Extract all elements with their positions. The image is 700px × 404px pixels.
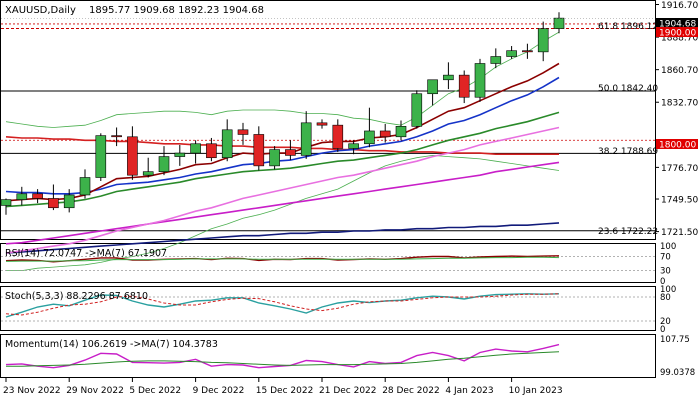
candle-body	[95, 135, 107, 178]
candle-body	[522, 50, 533, 53]
oscillator-axis-label: 100	[660, 285, 676, 295]
candle-body	[253, 134, 265, 167]
candle-body	[16, 193, 28, 200]
date-axis-label: 15 Dec 2022	[256, 386, 313, 396]
candle-body	[506, 50, 517, 57]
date-axis-label: 4 Jan 2023	[445, 386, 493, 396]
candle-body	[158, 156, 170, 172]
oscillator-axis-label: 20	[660, 317, 671, 327]
price-panel	[0, 12, 655, 272]
oscillator-series-line	[6, 351, 560, 367]
rsi-panel-frame	[0, 243, 656, 283]
ema-fast-line	[5, 62, 560, 202]
oscillator-axis-label: 107.75	[660, 335, 690, 345]
fib-382-label: 38.2 1788.69	[598, 147, 658, 157]
candle-body	[221, 129, 233, 159]
oscillator-axis-label: 80	[660, 293, 671, 303]
candle-body	[32, 193, 43, 199]
candle-body	[316, 122, 328, 126]
oscillator-axis-label: 0	[660, 277, 665, 287]
candle-body	[0, 199, 12, 206]
oscillator-series-line	[5, 293, 560, 318]
candle-body	[127, 136, 138, 176]
price-axis-label: 1776.70	[661, 164, 698, 174]
current-price-tag	[656, 18, 698, 28]
candle-body	[206, 143, 217, 159]
candle-body	[269, 149, 280, 167]
ma-navy-line	[5, 222, 560, 254]
oscillator-axis-label: 0	[660, 325, 665, 335]
fib-500-label: 50.0 1842.40	[598, 84, 658, 94]
ohlc-readout: 1895.77 1909.68 1892.23 1904.68	[89, 5, 264, 16]
date-axis-label: 29 Nov 2022	[66, 386, 124, 396]
candle-body	[174, 152, 186, 157]
price-panel-frame	[0, 0, 656, 240]
candle-body	[63, 194, 75, 209]
oscillator-series-line	[5, 256, 560, 262]
ma-pink-line	[5, 126, 560, 254]
round-1900-text: 1900.00	[659, 29, 696, 39]
oscillator-series-line	[5, 343, 560, 369]
oscillator-axis-label: 30	[660, 267, 671, 277]
candle-body	[474, 63, 486, 98]
date-axis-label: 10 Jan 2023	[509, 386, 563, 396]
oscillator-axis-label: 100	[660, 242, 676, 252]
round-1800-text: 1800.00	[659, 141, 696, 151]
oscillator-axis-label: 70	[660, 253, 671, 263]
candle-body	[427, 79, 438, 95]
date-axis-label: 23 Nov 2022	[3, 386, 61, 396]
candle-body	[395, 126, 407, 138]
candle-body	[237, 129, 249, 135]
candle-body	[190, 143, 201, 154]
momentum-header: Momentum(14) 106.2619 ->MA(7) 104.3783	[5, 339, 218, 350]
candle-body	[553, 17, 565, 29]
date-axis-label: 5 Dec 2022	[129, 386, 181, 396]
momentum-panel-frame	[0, 334, 656, 378]
candle-body	[111, 135, 122, 138]
price-axis-label: 1860.70	[661, 66, 698, 76]
candle-body	[490, 56, 502, 64]
date-axis-label: 21 Dec 2022	[319, 386, 377, 396]
date-axis-label: 9 Dec 2022	[193, 386, 245, 396]
ema-blue-line	[5, 76, 560, 195]
price-axis-label: 1721.50	[661, 228, 698, 238]
round-1900-tag	[656, 27, 698, 37]
candle-body	[364, 130, 375, 145]
candle-body	[300, 122, 312, 156]
round-1800-tag	[656, 139, 698, 149]
stoch-header: Stoch(5,3,3) 88.2296 87.6810	[5, 291, 148, 302]
oscillator-series-line	[5, 293, 560, 316]
candle-body	[458, 74, 470, 98]
current-price-text: 1904.68	[659, 20, 696, 30]
rsi-header: RSI(14) 72.0747 ->MA(7) 67.1907	[5, 248, 167, 259]
candle-body	[379, 130, 391, 138]
oscillator-axis-label: 99.0378	[660, 368, 695, 378]
ma-magenta-line	[5, 161, 560, 245]
candle-body	[285, 149, 296, 156]
ema-green-line	[5, 111, 560, 208]
candle-body	[332, 124, 344, 149]
candle-body	[79, 177, 91, 196]
price-axis-label: 1916.70	[661, 1, 698, 11]
candle-body	[411, 93, 423, 127]
symbol-label: XAUUSD,Daily	[5, 5, 76, 16]
fib-618-label: 61.8 1896.12	[598, 22, 658, 32]
price-axis-label: 1888.70	[661, 34, 698, 44]
candle-body	[537, 28, 549, 53]
date-axis-label: 28 Dec 2022	[382, 386, 440, 396]
price-axis-label: 1832.70	[661, 99, 698, 109]
candle-body	[142, 171, 154, 176]
candle-body	[348, 143, 359, 149]
candle-body	[443, 74, 454, 81]
momentum-panel: 107.75 99.0378	[5, 335, 695, 378]
bollinger-lower-line	[6, 154, 560, 272]
candle-body	[48, 198, 59, 209]
price-axis-label: 1749.50	[661, 196, 698, 206]
fib-236-label: 23.6 1722.22	[598, 227, 658, 237]
axes-layer: 1916.70 1888.70 1860.70 1832.70 1776.70 1749.…	[3, 1, 698, 396]
